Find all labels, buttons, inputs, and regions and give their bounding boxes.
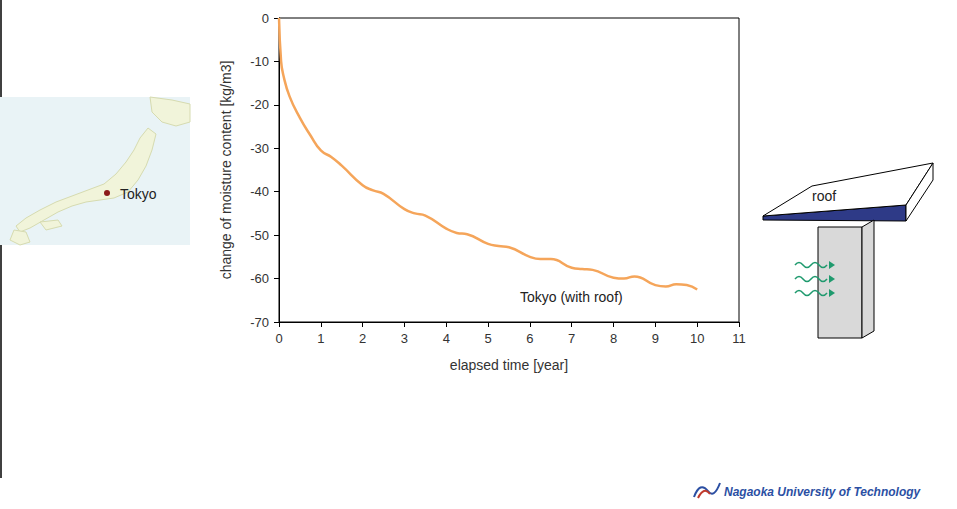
svg-text:1: 1 <box>317 331 324 346</box>
svg-text:roof: roof <box>812 188 836 204</box>
svg-text:-60: -60 <box>250 271 269 286</box>
svg-text:-10: -10 <box>250 54 269 69</box>
svg-text:10: 10 <box>690 331 704 346</box>
svg-text:change of moisture content [kg: change of moisture content [kg/m3] <box>218 61 234 280</box>
svg-text:8: 8 <box>610 331 617 346</box>
svg-text:6: 6 <box>526 331 533 346</box>
svg-text:-30: -30 <box>250 141 269 156</box>
svg-text:9: 9 <box>652 331 659 346</box>
svg-text:-50: -50 <box>250 228 269 243</box>
svg-text:11: 11 <box>732 331 746 346</box>
svg-text:-40: -40 <box>250 184 269 199</box>
svg-text:3: 3 <box>401 331 408 346</box>
svg-text:2: 2 <box>359 331 366 346</box>
svg-text:-70: -70 <box>250 315 269 330</box>
svg-text:4: 4 <box>443 331 450 346</box>
svg-text:Tokyo: Tokyo <box>120 186 157 202</box>
svg-text:Nagaoka University of Technolo: Nagaoka University of Technology <box>724 485 922 499</box>
svg-text:7: 7 <box>568 331 575 346</box>
svg-text:-20: -20 <box>250 97 269 112</box>
svg-text:0: 0 <box>262 11 269 26</box>
svg-text:Tokyo (with roof): Tokyo (with roof) <box>520 289 623 305</box>
svg-text:0: 0 <box>275 331 282 346</box>
svg-text:elapsed time [year]: elapsed time [year] <box>450 357 568 373</box>
svg-text:5: 5 <box>484 331 491 346</box>
